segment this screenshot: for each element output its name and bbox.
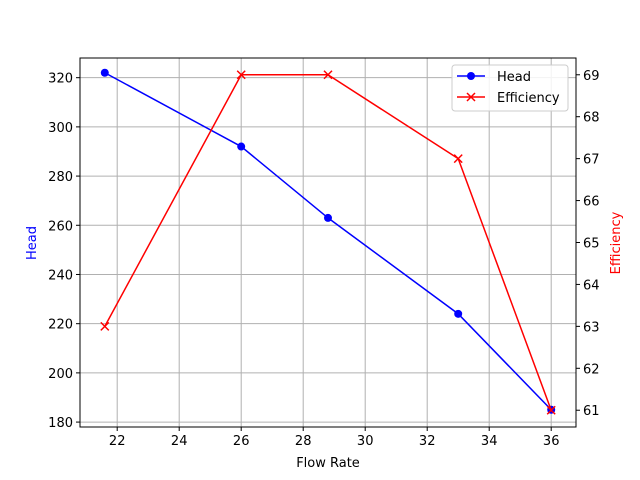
axes-ticks: 22 24 26 28 30 32 34 36 180 200 220 240 260 280 300 320…	[48, 69, 599, 449]
head-point	[454, 309, 463, 318]
x-tick-label: 36	[543, 434, 560, 449]
grid-lines	[80, 58, 576, 427]
x-tick-label: 26	[233, 434, 250, 449]
x-tick-label: 30	[357, 434, 374, 449]
y2-tick-label: 62	[583, 362, 600, 377]
y2-tick-label: 64	[583, 278, 600, 293]
head-point	[100, 68, 109, 77]
head-point	[237, 142, 246, 151]
y-tick-label: 220	[48, 318, 73, 333]
plot-frame	[79, 57, 577, 428]
efficiency-point	[546, 405, 556, 415]
y-tick-label: 300	[48, 121, 73, 136]
x-axis-label: Flow Rate	[296, 456, 360, 471]
y-tick-label: 280	[48, 170, 73, 185]
y2-tick-label: 69	[583, 69, 600, 84]
legend-efficiency: Efficiency	[497, 91, 560, 106]
x-tick-label: 28	[295, 434, 312, 449]
efficiency-point	[453, 154, 463, 164]
legend: Head Efficiency	[451, 64, 569, 112]
efficiency-point	[100, 321, 110, 331]
y-tick-label: 320	[48, 72, 73, 87]
x-tick-label: 24	[171, 434, 188, 449]
y2-tick-label: 61	[583, 404, 600, 419]
y2-tick-label: 66	[583, 195, 600, 210]
x-tick-label: 34	[481, 434, 498, 449]
efficiency-line	[104, 74, 552, 411]
plot-series	[100, 68, 556, 415]
efficiency-marker-icon	[466, 92, 476, 102]
efficiency-point	[236, 70, 246, 80]
y-tick-label: 180	[48, 416, 73, 431]
y-axis-label: Head	[25, 226, 40, 260]
y-tick-label: 260	[48, 219, 73, 234]
y2-tick-label: 63	[583, 320, 600, 335]
y2-tick-label: 67	[583, 153, 600, 168]
head-line	[104, 72, 552, 411]
y-tick-label: 240	[48, 268, 73, 283]
y-tick-label: 200	[48, 367, 73, 382]
efficiency-point	[323, 70, 333, 80]
head-marker-icon	[467, 72, 475, 80]
y2-tick-label: 65	[583, 237, 600, 252]
legend-head: Head	[497, 70, 531, 85]
x-tick-label: 32	[419, 434, 436, 449]
head-point	[324, 213, 332, 222]
y2-axis-label: Efficiency	[609, 211, 624, 274]
x-tick-label: 22	[109, 434, 126, 449]
y2-tick-label: 68	[583, 111, 600, 126]
